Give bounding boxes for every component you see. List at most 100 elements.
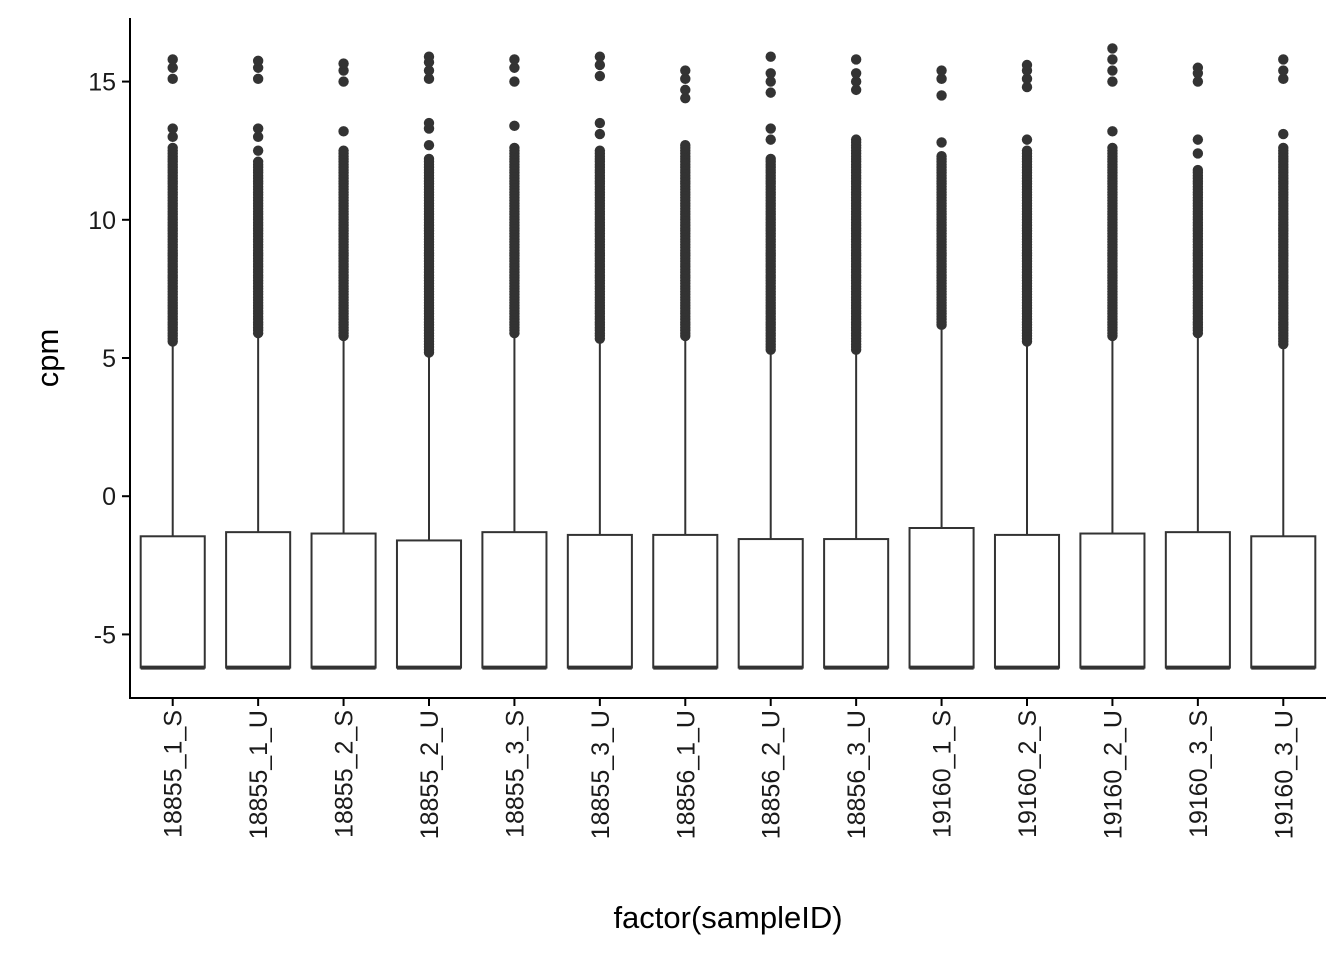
- outlier-point: [167, 54, 178, 65]
- box-19160_2_U: [1079, 43, 1146, 670]
- outlier-point: [338, 76, 349, 87]
- box-body: [993, 533, 1061, 669]
- outlier-point: [252, 131, 264, 143]
- x-tick-label: 18855_2_U: [416, 710, 444, 839]
- box-18855_2_U: [395, 51, 463, 670]
- outlier-point: [1192, 134, 1204, 145]
- outlier-point: [594, 51, 606, 62]
- outlier-point: [680, 84, 691, 96]
- outlier-point: [509, 120, 520, 132]
- outlier-point: [1278, 54, 1289, 65]
- outlier-point: [338, 58, 349, 69]
- outlier-point: [1107, 43, 1118, 54]
- outlier-point: [850, 84, 862, 96]
- outlier-point: [252, 123, 264, 134]
- outlier-point: [765, 68, 776, 79]
- box-18856_2_U: [737, 51, 804, 670]
- outlier-point: [936, 90, 947, 101]
- box-body: [1250, 535, 1317, 669]
- outlier-point: [1107, 54, 1118, 65]
- outlier-point: [423, 153, 435, 165]
- box-19160_3_U: [1250, 54, 1317, 670]
- outlier-point: [594, 70, 606, 82]
- outlier-point: [167, 62, 178, 73]
- outlier-point: [594, 128, 606, 140]
- outlier-point: [167, 131, 178, 143]
- outlier-point: [1107, 76, 1118, 87]
- outlier-point: [765, 123, 776, 134]
- outlier-point: [1021, 81, 1033, 93]
- outlier-point: [252, 55, 264, 67]
- x-tick-label: 19160_2_U: [1099, 710, 1127, 839]
- outlier-point: [423, 139, 435, 151]
- y-tick-label: -5: [94, 621, 116, 649]
- x-tick-label: 18855_3_U: [587, 710, 615, 839]
- outlier-point: [765, 134, 776, 145]
- box-body: [1079, 532, 1146, 669]
- box-18856_3_U: [823, 54, 890, 670]
- outlier-point: [680, 139, 691, 151]
- outlier-point: [1021, 134, 1033, 145]
- outlier-point: [765, 153, 776, 165]
- box-18855_3_S: [481, 54, 548, 670]
- outlier-point: [1278, 128, 1289, 140]
- box-body: [310, 532, 377, 669]
- box-body: [908, 527, 975, 669]
- y-tick-label: 5: [102, 345, 116, 373]
- x-tick-label: 19160_1_S: [929, 710, 957, 838]
- outlier-point: [765, 51, 776, 62]
- outlier-point: [936, 65, 947, 76]
- outlier-point: [1192, 148, 1204, 159]
- outlier-point: [680, 73, 691, 85]
- outlier-point: [167, 142, 178, 154]
- outlier-point: [850, 68, 862, 79]
- box-body: [139, 535, 206, 669]
- box-body: [737, 538, 804, 669]
- x-tick-label: 18855_2_S: [331, 710, 359, 838]
- outlier-point: [338, 145, 349, 156]
- y-tick-label: 0: [102, 483, 116, 511]
- outlier-point: [765, 87, 776, 98]
- box-body: [823, 538, 890, 669]
- x-tick-label: 18856_2_U: [758, 710, 786, 839]
- outlier-point: [1107, 142, 1118, 154]
- outlier-point: [509, 76, 520, 87]
- outlier-point: [1278, 73, 1289, 85]
- box-body: [652, 533, 719, 669]
- outlier-point: [850, 134, 862, 145]
- y-tick-label: 10: [88, 207, 116, 235]
- box-body: [566, 533, 633, 669]
- box-body: [1164, 531, 1231, 669]
- outlier-point: [680, 92, 691, 104]
- outlier-point: [594, 117, 606, 129]
- outlier-point: [423, 73, 435, 85]
- outlier-point: [936, 137, 947, 148]
- outlier-point: [252, 156, 264, 167]
- outlier-point: [1021, 73, 1033, 85]
- x-tick-label: 19160_3_S: [1185, 710, 1213, 838]
- outlier-point: [423, 51, 435, 62]
- outlier-point: [167, 73, 178, 85]
- box-body: [481, 531, 548, 669]
- outlier-point: [252, 145, 264, 156]
- box-18855_1_U: [225, 55, 292, 670]
- outlier-point: [594, 59, 606, 71]
- outlier-point: [936, 151, 947, 162]
- y-tick-label: 15: [88, 69, 116, 97]
- outlier-point: [850, 76, 862, 87]
- y-axis-title: cpm: [30, 329, 65, 388]
- box-19160_3_S: [1164, 62, 1231, 670]
- outlier-point: [167, 123, 178, 134]
- outlier-point: [338, 126, 349, 137]
- outlier-point: [850, 54, 862, 65]
- outlier-point: [1192, 76, 1204, 87]
- outlier-point: [1192, 164, 1204, 176]
- outlier-point: [1278, 65, 1289, 76]
- box-19160_1_S: [908, 65, 975, 670]
- outlier-point: [1278, 142, 1289, 154]
- box-18855_1_S: [139, 54, 206, 670]
- box-body: [395, 539, 463, 669]
- outlier-point: [1107, 126, 1118, 137]
- outlier-point: [423, 117, 435, 129]
